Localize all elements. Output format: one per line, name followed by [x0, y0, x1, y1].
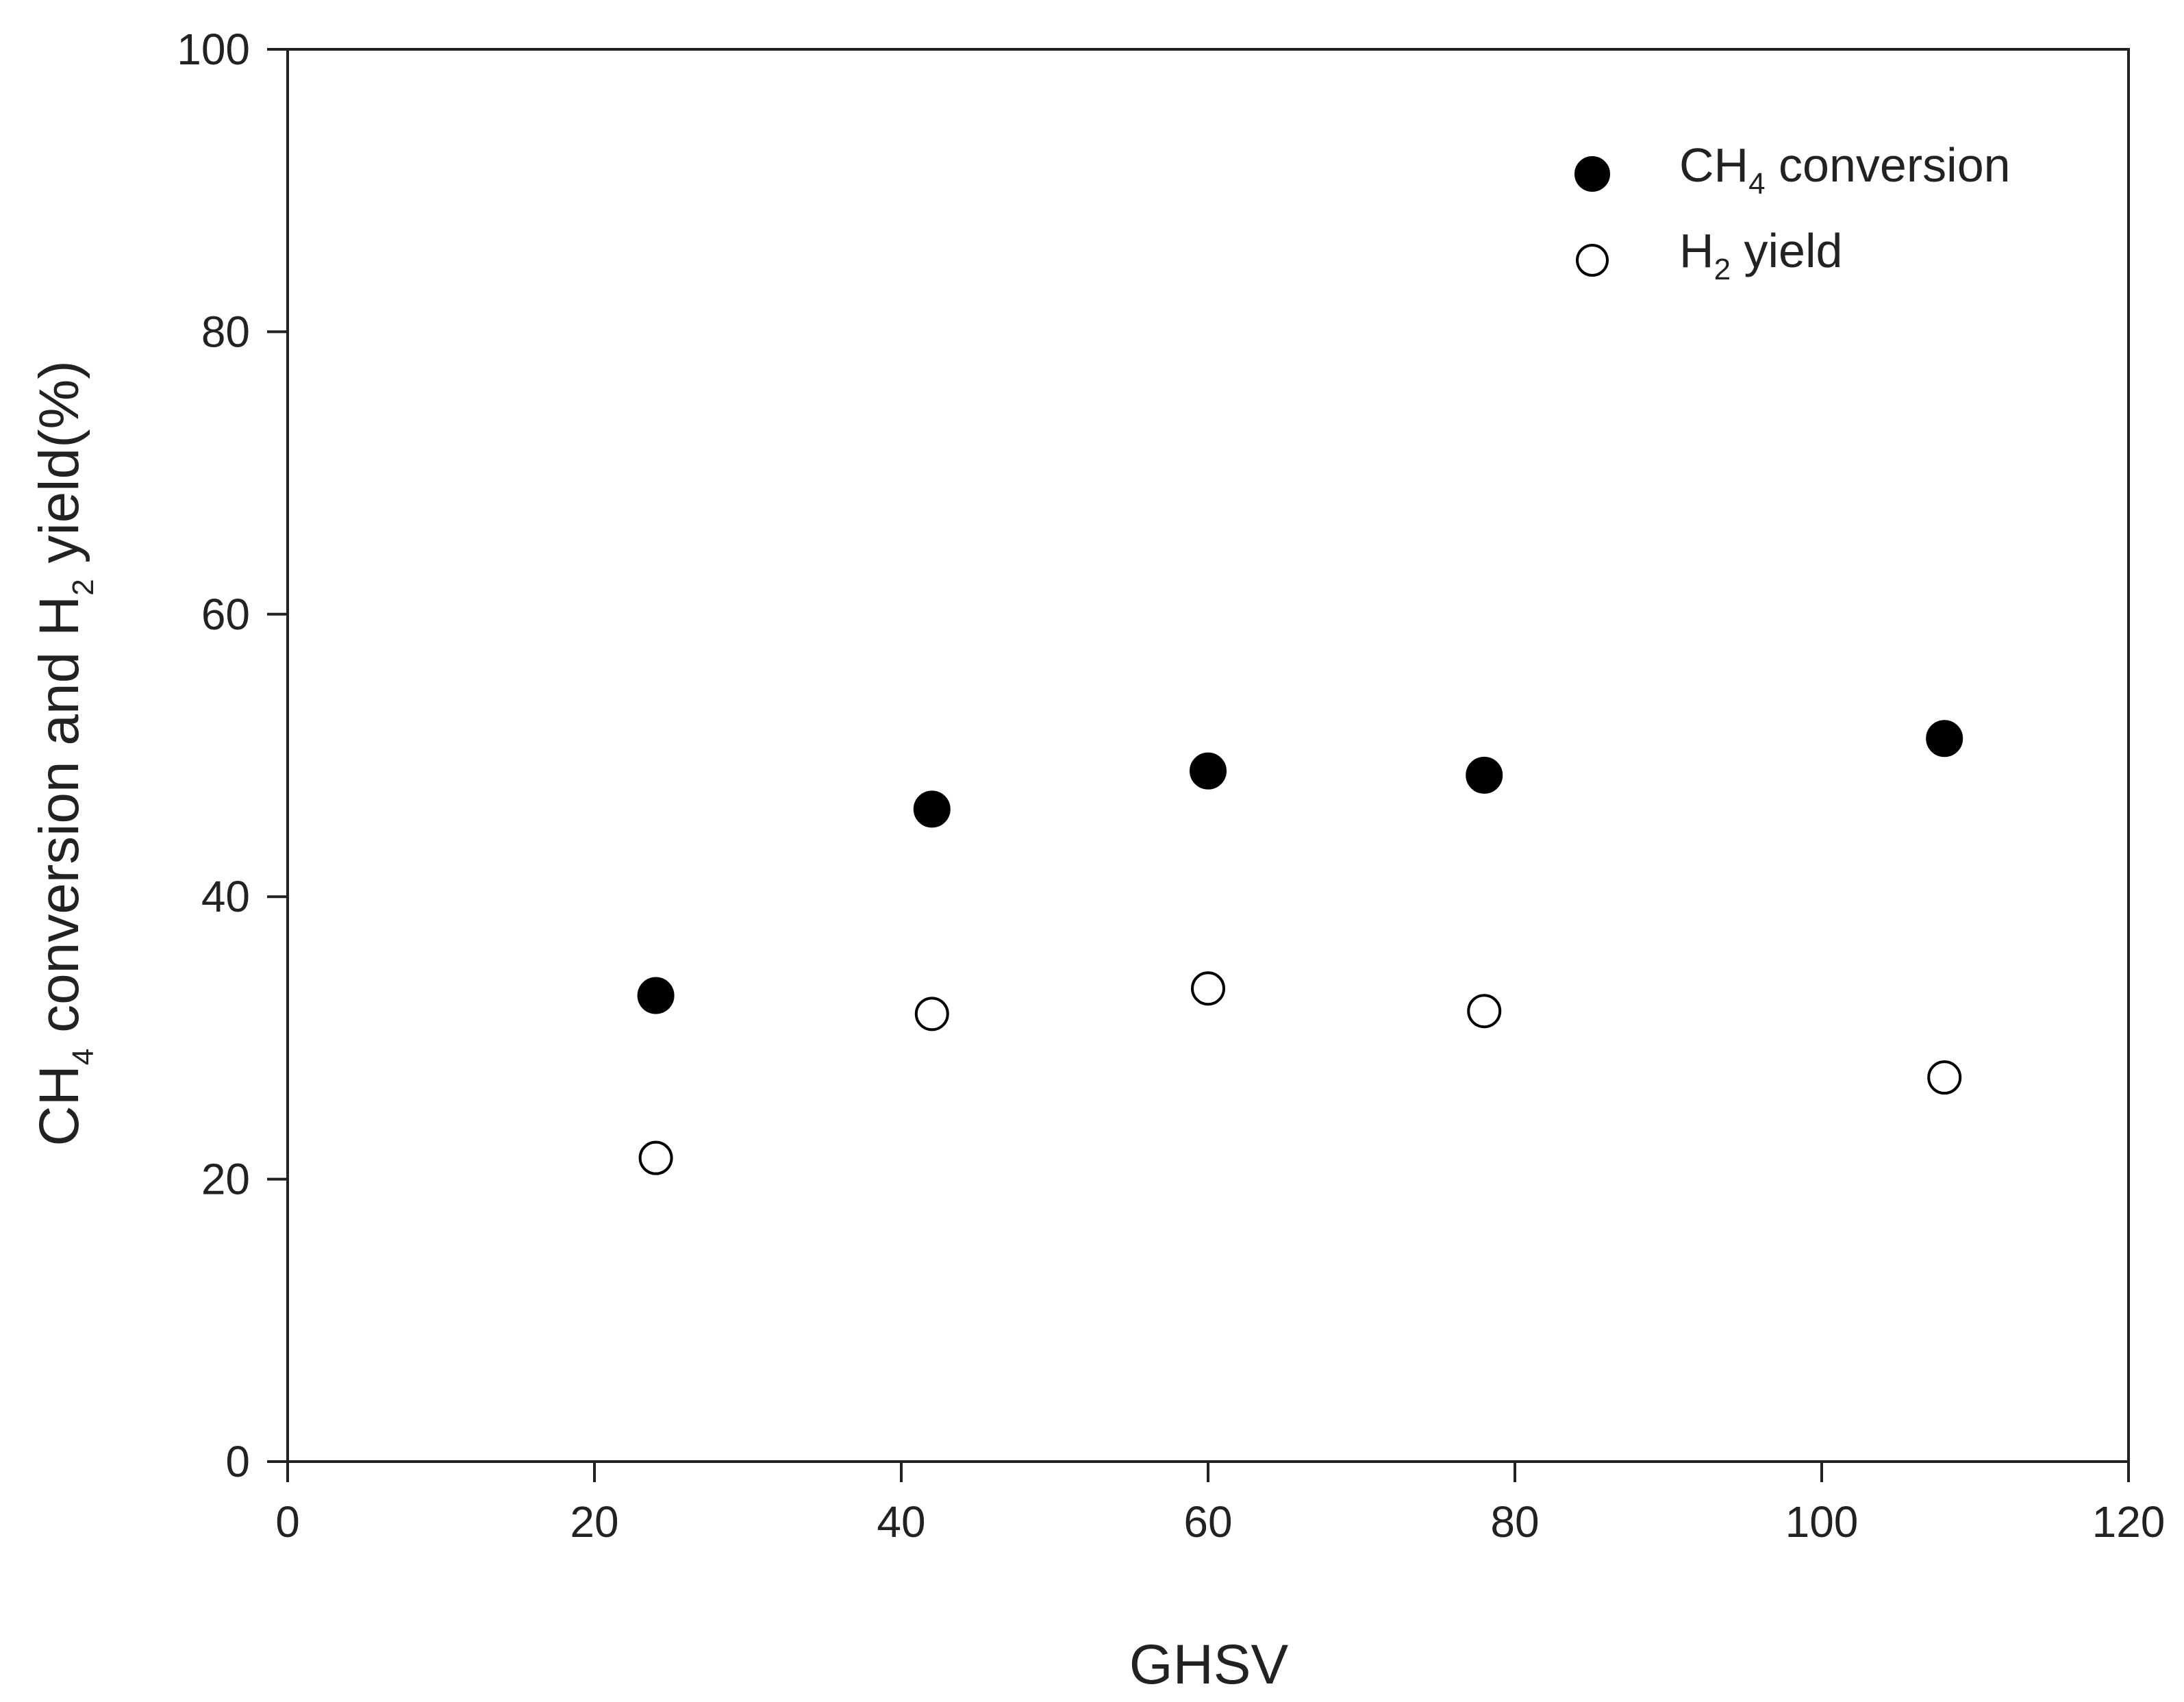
- y-axis-ticks: 0 20 40 60 80 100: [177, 25, 288, 1486]
- y-tick-label: 100: [177, 25, 250, 74]
- x-tick-label: 0: [275, 1497, 300, 1547]
- h2-yield-point: [1467, 994, 1502, 1029]
- legend-label-h2-yield: H2 yield: [1679, 224, 1842, 286]
- h2-yield-point: [638, 1140, 673, 1175]
- ch4-conversion-point: [1926, 720, 1963, 758]
- x-tick-label: 20: [570, 1497, 618, 1547]
- ch4-conversion-point: [637, 977, 675, 1014]
- h2-yield-point: [1927, 1060, 1962, 1095]
- x-tick-label: 100: [1785, 1497, 1859, 1547]
- x-tick-label: 120: [2092, 1497, 2166, 1547]
- y-tick-label: 60: [201, 590, 250, 639]
- ch4-conversion-point: [1190, 752, 1227, 790]
- x-tick-label: 80: [1490, 1497, 1539, 1547]
- legend: CH4 conversion H2 yield: [1574, 138, 2011, 286]
- legend-marker-h2-yield: [1576, 244, 1609, 277]
- legend-label-ch4-conversion: CH4 conversion: [1679, 138, 2011, 201]
- h2-yield-point: [1191, 971, 1225, 1006]
- y-tick-label: 0: [225, 1437, 250, 1486]
- y-tick-label: 20: [201, 1155, 250, 1204]
- x-axis-ticks: 0 20 40 60 80 100 120: [275, 1462, 2165, 1547]
- data-points: [637, 720, 1963, 1175]
- x-tick-label: 60: [1183, 1497, 1232, 1547]
- y-tick-label: 80: [201, 307, 250, 356]
- x-tick-label: 40: [877, 1497, 925, 1547]
- h2-yield-point: [914, 997, 949, 1031]
- y-axis-title: CH4 conversion and H2 yield(%): [28, 360, 100, 1146]
- x-axis-title: GHSV: [1129, 1634, 1289, 1696]
- legend-marker-ch4-conversion: [1574, 156, 1610, 192]
- ch4-conversion-point: [1466, 756, 1503, 794]
- y-tick-label: 40: [201, 872, 250, 921]
- ch4-conversion-point: [913, 790, 951, 828]
